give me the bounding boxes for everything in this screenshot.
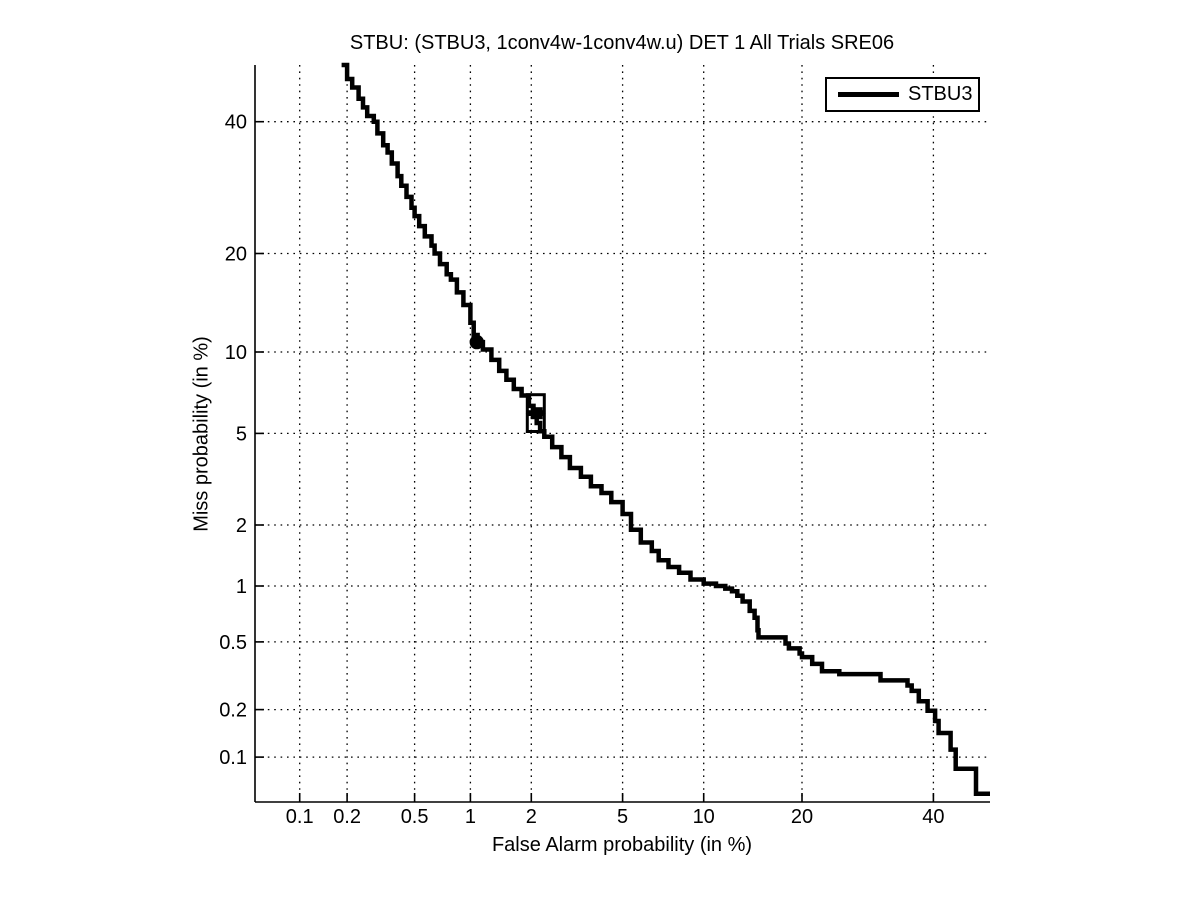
y-tick-label: 1 xyxy=(236,576,247,598)
y-tick-label: 0.2 xyxy=(219,700,247,722)
x-tick-label: 10 xyxy=(693,806,715,828)
x-tick-label: 40 xyxy=(922,806,944,828)
x-axis-label: False Alarm probability (in %) xyxy=(491,834,753,856)
y-tick-label: 0.5 xyxy=(219,632,247,654)
x-tick-label: 2 xyxy=(526,806,537,828)
x-tick-label: 0.1 xyxy=(286,806,314,828)
y-tick-label: 0.1 xyxy=(219,747,247,769)
y-axis-label: Miss probability (in %) xyxy=(190,336,213,532)
marker-open-square xyxy=(525,413,546,433)
y-tick-label: 5 xyxy=(236,423,247,445)
legend-label: STBU3 xyxy=(908,83,973,105)
x-tick-label: 20 xyxy=(791,806,813,828)
legend-line-swatch xyxy=(838,92,899,97)
x-tick-label: 0.5 xyxy=(401,806,429,828)
x-tick-label: 0.2 xyxy=(333,806,361,828)
x-tick-label: 5 xyxy=(617,806,628,828)
chart-title: STBU: (STBU3, 1conv4w-1conv4w.u) DET 1 A… xyxy=(349,32,895,54)
x-tick-label: 1 xyxy=(465,806,476,828)
y-tick-label: 10 xyxy=(225,342,247,364)
det-curve xyxy=(341,62,990,796)
y-tick-label: 40 xyxy=(225,112,247,134)
y-tick-label: 2 xyxy=(236,515,247,537)
legend: STBU3 xyxy=(825,77,980,112)
y-tick-label: 20 xyxy=(225,244,247,266)
marker-filled-circle xyxy=(469,334,484,350)
